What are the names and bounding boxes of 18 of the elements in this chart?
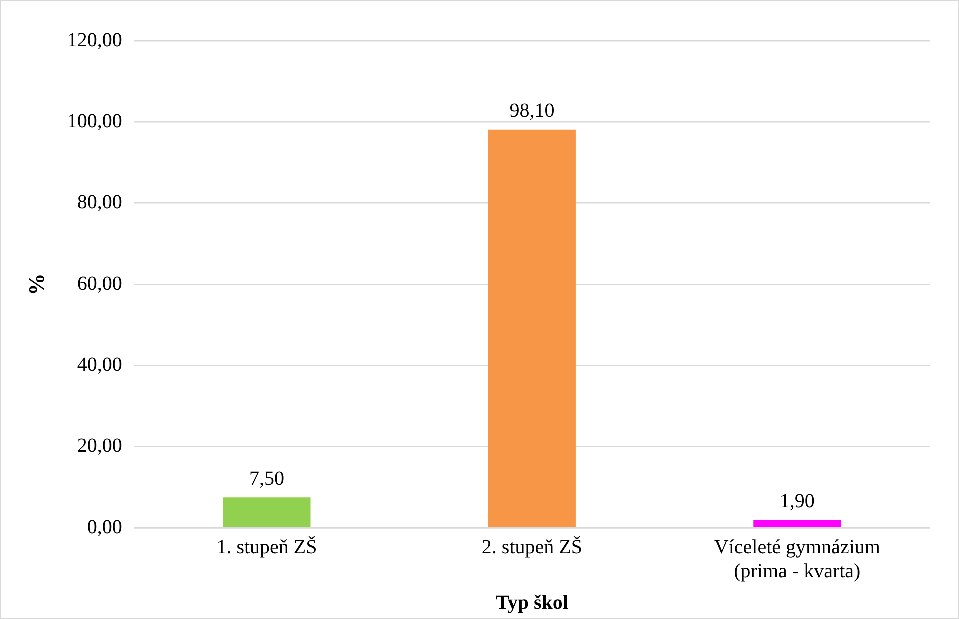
y-tick-label: 20,00 xyxy=(77,435,122,458)
data-label: 98,10 xyxy=(510,100,555,122)
x-tick-label: Víceleté gymnázium (prima - kvarta) xyxy=(714,536,881,582)
bar xyxy=(223,498,311,528)
y-tick-label: 40,00 xyxy=(77,354,122,376)
x-tick-label: 1. stupeň ZŠ xyxy=(216,535,318,558)
data-label: 1,90 xyxy=(780,490,815,513)
y-axis-title: % xyxy=(24,274,49,296)
y-tick-label: 80,00 xyxy=(77,192,122,214)
data-label: 7,50 xyxy=(250,468,284,490)
y-tick-label: 100,00 xyxy=(67,110,122,132)
y-tick-label: 60,00 xyxy=(77,272,122,295)
x-axis-title: Typ škol xyxy=(496,592,569,614)
y-tick-label: 120,00 xyxy=(67,29,122,52)
x-tick-label: 2. stupeň ZŠ xyxy=(482,535,582,558)
y-tick-label: 0,00 xyxy=(87,516,122,538)
bar xyxy=(488,130,576,528)
bar xyxy=(754,520,842,528)
